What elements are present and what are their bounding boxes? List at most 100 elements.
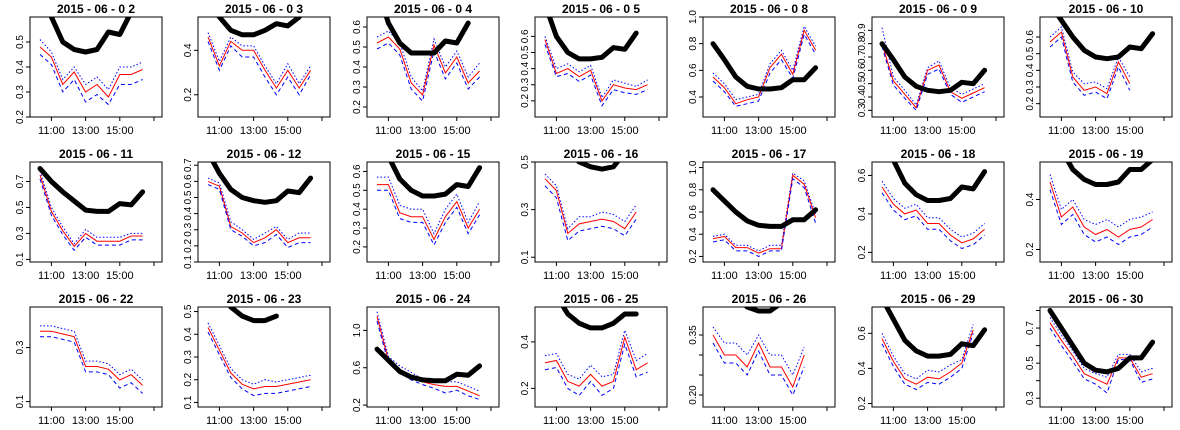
- y-tick-label: 0.3: [857, 103, 868, 117]
- y-tick-label: 0.3: [183, 350, 194, 364]
- series-lower-line: [377, 189, 481, 247]
- chart-title: 2015 - 06 - 23: [227, 292, 302, 306]
- series-reference-line: [575, 162, 621, 172]
- chart-panel: 2015 - 06 - 22 0.1 0.3 11:00 13:00 15:00: [15, 292, 163, 427]
- chart-panel: 2015 - 06 - 16 0.1 0.3 0.5 11:00 13:00 15:00: [520, 147, 668, 282]
- series-predicted-line: [376, 36, 480, 97]
- y-tick-label: 0.5: [857, 76, 868, 90]
- x-tick-label: 13:00: [745, 270, 773, 282]
- plot-frame: [702, 16, 836, 118]
- x-tick-label: 11:00: [880, 125, 907, 137]
- y-tick-label: 0.4: [520, 334, 531, 348]
- series-predicted-line: [881, 43, 985, 109]
- chart-panel: 2015 - 06 - 19 0.2 0.4 11:00 13:00 15:00: [1025, 147, 1173, 282]
- series-lower-line: [1049, 189, 1153, 246]
- series-upper-line: [881, 324, 974, 380]
- plot-frame: [871, 16, 1005, 118]
- x-tick-label: 11:00: [206, 270, 233, 282]
- series-reference-line: [560, 307, 639, 331]
- series-predicted-line: [1049, 322, 1153, 385]
- y-tick-label: 0.5: [1025, 46, 1036, 60]
- y-tick-label: 0.4: [857, 90, 868, 104]
- x-tick-label: 15:00: [443, 125, 471, 137]
- x-tick-label: 11:00: [38, 270, 65, 282]
- x-tick-label: 13:00: [577, 415, 605, 427]
- series-reference-line: [388, 162, 483, 199]
- plot-frame: [366, 306, 500, 408]
- x-tick-label: 13:00: [409, 270, 437, 282]
- series-lower-line: [376, 320, 480, 400]
- chart-title: 2015 - 06 - 22: [59, 292, 134, 306]
- y-tick-label: 1.0: [688, 10, 699, 24]
- y-tick-label: 0.1: [520, 250, 531, 264]
- plot-frame: [29, 161, 163, 263]
- series-lower-line: [1049, 327, 1153, 394]
- x-tick-label: 13:00: [240, 415, 268, 427]
- series-reference-line: [1056, 17, 1156, 62]
- y-tick-label: 0.4: [183, 327, 194, 341]
- x-tick-label: 11:00: [1048, 415, 1075, 427]
- y-tick-label: 0.3: [520, 202, 531, 216]
- chart-title: 2015 - 06 - 0 5: [562, 2, 640, 16]
- x-tick-label: 13:00: [1082, 125, 1110, 137]
- chart-panel: 2015 - 06 - 24 0.2 0.6 1.0 11:00 13:00 15:00: [352, 292, 500, 427]
- chart-title: 2015 - 06 - 18: [901, 147, 976, 161]
- chart-panel: 2015 - 06 - 12 0.1 0.2 0.3 0.4 0.5 0.6 0.7 11:00…: [183, 147, 331, 282]
- y-tick-label: 0.5: [183, 304, 194, 318]
- x-tick-label: 11:00: [375, 125, 402, 137]
- x-tick-label: 11:00: [543, 270, 570, 282]
- plot-frame: [197, 161, 331, 263]
- chart-panel: 2015 - 06 - 25 0.2 0.4 11:00 13:00 15:00: [520, 292, 668, 427]
- x-tick-label: 13:00: [745, 125, 773, 137]
- y-tick-label: 0.2: [352, 240, 363, 254]
- series-lower-line: [712, 342, 805, 397]
- plot-frame: [871, 161, 1005, 263]
- y-tick-label: 0.7: [857, 50, 868, 64]
- y-tick-label: 0.1: [183, 395, 194, 409]
- chart-panel: 2015 - 06 - 0 8 0.4 0.6 0.8 1.0 11:00 13:00 15:…: [688, 2, 836, 137]
- y-tick-label: 0.1: [183, 255, 194, 269]
- series-upper-line: [712, 172, 817, 252]
- y-tick-label: 0.3: [15, 340, 26, 354]
- series-predicted-line: [40, 330, 143, 386]
- series-reference-line: [1065, 162, 1154, 187]
- x-tick-label: 15:00: [611, 270, 639, 282]
- series-predicted-line: [207, 36, 312, 90]
- plot-frame: [1039, 306, 1173, 408]
- x-tick-label: 11:00: [375, 415, 402, 427]
- x-tick-label: 13:00: [745, 415, 773, 427]
- x-tick-label: 13:00: [409, 415, 437, 427]
- x-tick-label: 11:00: [880, 415, 907, 427]
- x-tick-label: 15:00: [106, 270, 134, 282]
- x-tick-label: 11:00: [38, 415, 65, 427]
- y-tick-label: 0.2: [1025, 242, 1036, 256]
- plot-frame: [702, 306, 836, 408]
- y-tick-label: 0.8: [688, 182, 699, 196]
- plot-frame: [871, 306, 1005, 408]
- x-tick-label: 15:00: [274, 270, 302, 282]
- plot-frame: [29, 306, 163, 408]
- series-reference-line: [216, 17, 302, 38]
- y-tick-label: 0.2: [352, 398, 363, 412]
- y-tick-label: 0.1: [15, 394, 26, 408]
- x-tick-label: 13:00: [72, 125, 100, 137]
- x-tick-label: 15:00: [443, 270, 471, 282]
- x-tick-label: 15:00: [779, 415, 807, 427]
- x-tick-label: 11:00: [711, 125, 738, 137]
- y-tick-label: 0.3: [520, 77, 531, 91]
- x-tick-label: 15:00: [274, 415, 302, 427]
- y-tick-label: 0.4: [352, 202, 363, 216]
- series-lower-line: [544, 185, 637, 242]
- chart-panel: 2015 - 06 - 0 2 0.2 0.3 0.4 0.5 11:00 13:00 15:…: [15, 2, 163, 137]
- chart-title: 2015 - 06 - 11: [59, 147, 133, 161]
- series-lower-line: [207, 331, 311, 397]
- series-predicted-line: [544, 39, 648, 102]
- y-tick-label: 0.2: [183, 87, 194, 101]
- series-predicted-line: [207, 327, 311, 390]
- y-tick-label: 0.2: [1025, 96, 1036, 110]
- plot-frame: [197, 16, 331, 118]
- y-tick-label: 0.3: [352, 221, 363, 235]
- x-tick-label: 15:00: [274, 125, 302, 137]
- y-tick-label: 0.7: [1025, 321, 1036, 335]
- series-reference-line: [743, 307, 781, 314]
